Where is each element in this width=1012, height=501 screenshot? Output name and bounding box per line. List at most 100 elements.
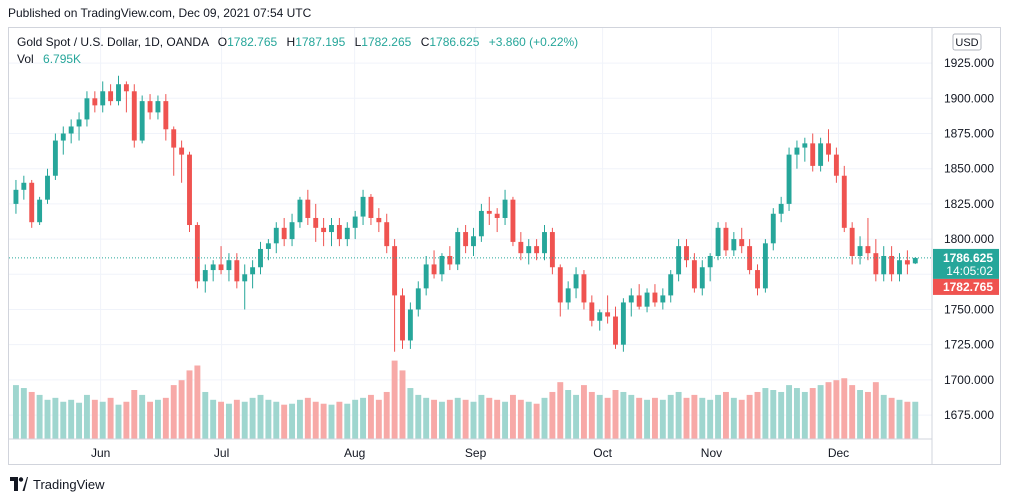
- currency-button[interactable]: [952, 33, 982, 51]
- volume-bar: [659, 399, 666, 439]
- volume-bar: [225, 403, 232, 439]
- candle-body: [187, 154, 192, 226]
- volume-bar: [210, 399, 217, 439]
- chart-frame: 1925.000 1900.000 1875.000 1850.000 1825.000…: [8, 27, 1001, 465]
- price-chart[interactable]: 1925.000 1900.000 1875.000 1850.000 1825.000…: [9, 28, 1000, 464]
- volume-bar: [880, 394, 887, 439]
- time-tick-label: Aug: [344, 446, 365, 460]
- candle-body: [84, 98, 90, 120]
- volume-bar: [336, 401, 343, 439]
- candle-body: [297, 199, 303, 223]
- candle-body: [889, 255, 895, 275]
- time-axis: Jun Jul Aug Sep Oct Nov Dec: [91, 446, 849, 460]
- volume-bar: [470, 401, 477, 439]
- price-tick-label: 1900.000: [944, 91, 994, 105]
- volume-bar: [754, 391, 761, 439]
- candle-body: [826, 143, 831, 155]
- candle-body: [534, 246, 540, 254]
- candle-body: [289, 222, 295, 240]
- tradingview-brand[interactable]: TradingView: [33, 476, 105, 492]
- candle-body: [37, 199, 43, 223]
- candle-body: [368, 196, 374, 218]
- candle-body: [60, 133, 66, 141]
- candle-body: [329, 225, 334, 233]
- candle-body: [605, 312, 611, 317]
- candle-body: [628, 295, 634, 303]
- candle-body: [841, 175, 847, 228]
- tradingview-logo-icon[interactable]: [10, 477, 28, 491]
- candle-body: [265, 243, 271, 249]
- candle-body: [739, 239, 745, 247]
- currency-button-label[interactable]: USD: [955, 37, 978, 49]
- candle-body: [234, 260, 240, 282]
- candle-body: [486, 210, 492, 214]
- candle-body: [155, 101, 161, 113]
- candle-body: [447, 255, 453, 265]
- legend-open-label: O: [218, 35, 227, 49]
- volume-bar: [502, 401, 509, 439]
- volume-bar: [375, 399, 382, 439]
- legend-open-value: 1782.765: [227, 35, 277, 49]
- candle-body: [881, 255, 887, 275]
- candle-body: [691, 260, 697, 289]
- volume-bar: [494, 399, 501, 439]
- candle-body: [21, 182, 27, 190]
- candle-body: [226, 260, 232, 271]
- candle-body: [313, 217, 319, 228]
- volume-bar: [746, 394, 753, 439]
- candle-body: [455, 232, 461, 265]
- volume-bar: [573, 394, 580, 439]
- volume-bar: [809, 388, 816, 439]
- volume-bar: [115, 404, 122, 439]
- volume-bar: [857, 390, 864, 439]
- volume-bar: [154, 399, 161, 439]
- candle-body: [802, 143, 808, 148]
- candle-body: [549, 232, 555, 268]
- time-tick-label: Dec: [828, 446, 849, 460]
- candle-body: [360, 196, 366, 217]
- published-notice: Published on TradingView.com, Dec 09, 20…: [8, 6, 312, 20]
- candle-body: [573, 274, 579, 289]
- candle-body: [179, 147, 185, 155]
- volume-bar: [162, 397, 169, 439]
- volume-bar: [841, 378, 848, 439]
- legend-close-value: 1786.625: [429, 35, 479, 49]
- price-tick-label: 1725.000: [944, 338, 994, 352]
- volume-bar: [762, 388, 769, 439]
- candle-body: [510, 199, 516, 242]
- candle-body: [865, 246, 871, 254]
- candle-body: [250, 267, 256, 275]
- volume-bar: [257, 394, 264, 439]
- volume-bar: [565, 390, 572, 439]
- candle-body: [352, 216, 358, 228]
- volume-bar: [849, 385, 856, 439]
- volume-bar: [123, 401, 130, 439]
- candle-body: [108, 91, 114, 102]
- volume-bar: [707, 399, 714, 439]
- volume-bar: [131, 390, 138, 439]
- volume-bar: [367, 394, 374, 439]
- candle-body: [833, 154, 839, 176]
- candle-body: [597, 312, 603, 321]
- volume-bar: [557, 382, 564, 439]
- volume-bar: [446, 399, 453, 439]
- candle-body: [478, 210, 484, 237]
- candle-body: [400, 295, 405, 341]
- volume-bar: [139, 394, 146, 439]
- volume-bar: [786, 385, 793, 439]
- candle-body: [620, 302, 626, 345]
- candle-body: [76, 119, 82, 127]
- volume-bar: [170, 385, 177, 439]
- volume-bar: [588, 391, 595, 439]
- volume-bar: [83, 394, 90, 439]
- candle-body: [13, 189, 19, 204]
- volume-bar: [202, 391, 209, 439]
- volume-bar: [722, 391, 729, 439]
- candle-body: [258, 248, 263, 268]
- candle-body: [463, 232, 469, 247]
- price-tick-label: 1925.000: [944, 56, 994, 70]
- candle-body: [557, 267, 563, 303]
- volume-bar: [612, 390, 619, 439]
- candle-body: [29, 182, 35, 223]
